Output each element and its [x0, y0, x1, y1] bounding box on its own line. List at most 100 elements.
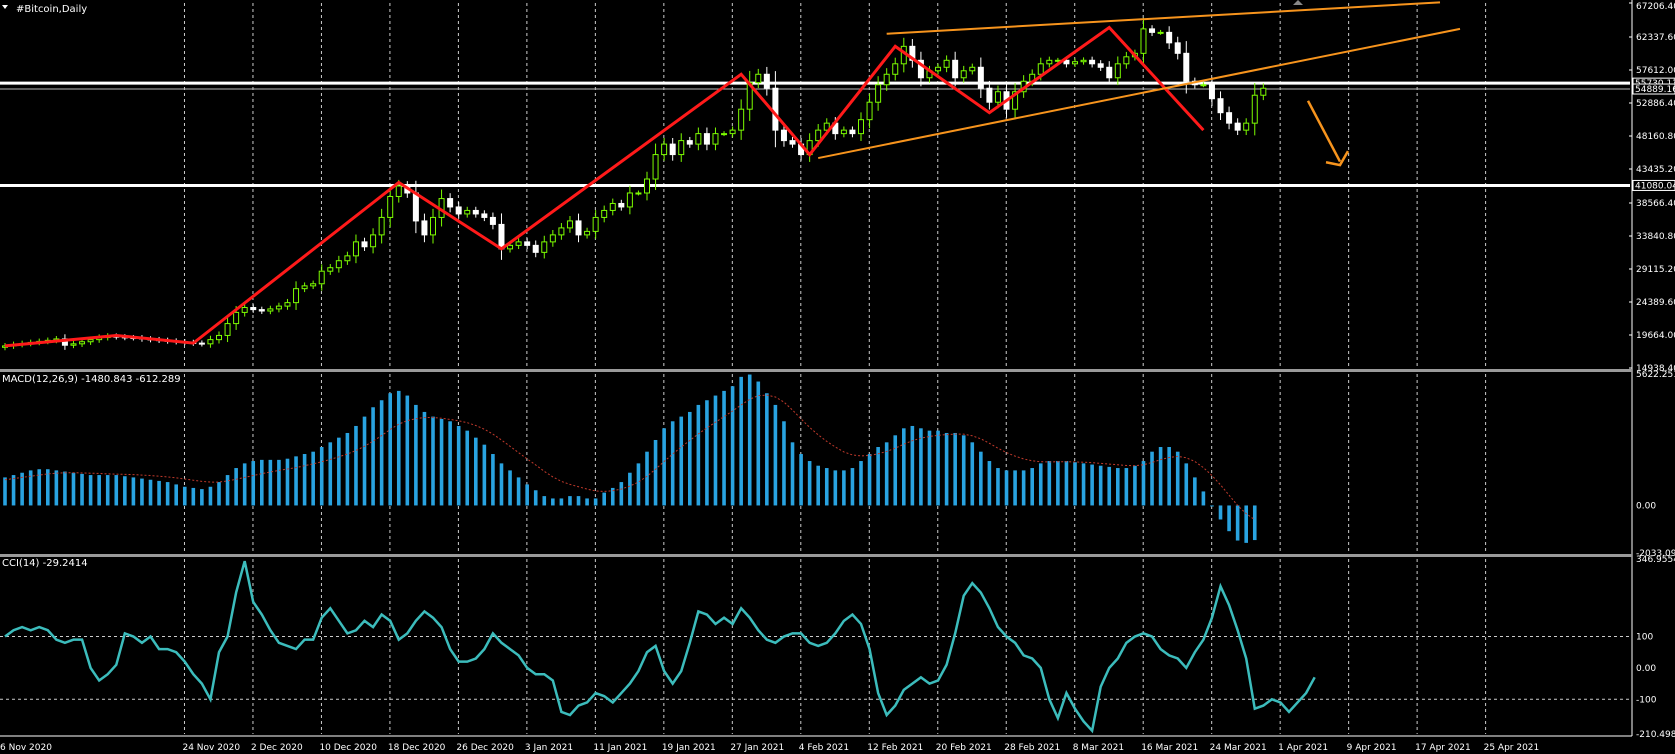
macd-histogram-bar	[114, 475, 119, 506]
macd-histogram-bar	[516, 477, 521, 506]
candle-body	[712, 133, 719, 145]
x-tick-label: 9 Apr 2021	[1347, 743, 1397, 753]
price-label: 54889.16	[1635, 85, 1675, 95]
candle-body	[455, 206, 462, 215]
macd-histogram-bar	[251, 461, 256, 506]
candle-body	[1063, 59, 1070, 65]
price-pane[interactable]: #Bitcoin,Daily	[0, 0, 1630, 368]
macd-histogram-bar	[551, 498, 555, 506]
macd-histogram-bar	[157, 480, 161, 506]
candle-body	[892, 63, 899, 75]
macd-histogram-bar	[1175, 451, 1180, 506]
candle-body	[250, 307, 257, 311]
macd-histogram-bar	[405, 395, 410, 506]
macd-histogram-bar	[465, 430, 470, 506]
candle-body	[387, 195, 394, 218]
candle-body	[652, 154, 659, 180]
x-tick-label: 27 Jan 2021	[730, 743, 784, 753]
macd-histogram-bar	[722, 390, 726, 506]
candle-body	[378, 216, 385, 236]
x-axis: 6 Nov 2020 24 Nov 2020 2 Dec 2020 10 Dec 20…	[0, 743, 1539, 753]
macd-pane[interactable]: MACD(12,26,9) -1480.843 -612.289	[2, 374, 1487, 553]
price-levels	[0, 81, 1630, 187]
macd-histogram-bar	[1133, 465, 1137, 506]
macd-histogram-bar	[1158, 447, 1163, 506]
macd-histogram-bar	[225, 475, 230, 506]
macd-histogram-bar	[439, 418, 444, 506]
macd-histogram-bar	[1107, 466, 1112, 506]
candle-body	[233, 311, 240, 325]
candle-body	[763, 73, 770, 89]
macd-histogram-bar	[628, 472, 632, 506]
macd-histogram-bar	[123, 476, 127, 506]
candle-body	[969, 66, 976, 72]
macd-histogram-bar	[696, 404, 701, 506]
pane-separator[interactable]	[0, 369, 1632, 372]
macd-histogram-bar	[970, 442, 975, 506]
x-tick-label: 17 Apr 2021	[1415, 743, 1471, 753]
candle-body	[335, 260, 342, 269]
candle-body	[472, 209, 479, 215]
candle-body	[601, 209, 608, 218]
macd-histogram-bar	[97, 475, 101, 506]
macd-histogram-bar	[850, 468, 855, 506]
macd-histogram-bar	[294, 456, 298, 506]
price-y-tick-label: 62337.60	[1636, 33, 1675, 43]
macd-y-tick-label: -2033.09	[1636, 549, 1675, 559]
candle-body	[1243, 122, 1250, 131]
macd-histogram-bar	[46, 469, 50, 506]
macd-histogram-bar	[1004, 470, 1009, 506]
candle-body	[447, 198, 454, 208]
macd-histogram-bar	[610, 487, 615, 506]
pane-separator[interactable]	[0, 554, 1632, 557]
candle-body	[772, 87, 779, 131]
candle-body	[421, 220, 428, 236]
macd-histogram-bar	[140, 478, 144, 506]
candle-body	[258, 309, 265, 312]
macd-histogram-bar	[63, 471, 67, 506]
candle-body	[1080, 59, 1087, 63]
macd-histogram-bar	[653, 439, 658, 506]
macd-histogram-bar	[893, 435, 898, 506]
candle-body	[1046, 59, 1053, 65]
x-tick-label: 2 Dec 2020	[251, 743, 303, 753]
candle-body	[575, 220, 582, 236]
macd-histogram-bar	[508, 470, 512, 506]
macd-histogram-bar	[71, 472, 76, 506]
candle-body	[352, 241, 359, 257]
macd-histogram-bar	[996, 468, 1000, 506]
macd-histogram-bar	[482, 444, 487, 506]
forecast-arrow-head	[1325, 150, 1350, 167]
candle-body	[755, 73, 762, 84]
macd-histogram-bar	[1073, 462, 1077, 506]
macd-histogram-bar	[80, 473, 84, 506]
cci-y-tick-label: 346.9554	[1636, 555, 1675, 565]
price-label-box	[1632, 83, 1675, 95]
macd-histogram-bar	[619, 482, 624, 506]
macd-histogram-bar	[636, 463, 641, 506]
macd-histogram-bar	[1210, 505, 1214, 507]
macd-histogram-bar	[234, 468, 238, 506]
macd-histogram-bar	[688, 411, 692, 506]
macd-histogram-bar	[910, 425, 915, 506]
macd-histogram-bar	[807, 461, 812, 506]
macd-histogram-bar	[422, 411, 427, 506]
macd-histogram-bar	[105, 475, 110, 506]
price-y-tick-label: 19664.00	[1636, 331, 1675, 341]
macd-histogram-bar	[927, 430, 932, 506]
candle-body	[507, 244, 514, 250]
candle-body	[293, 288, 300, 304]
macd-histogram-bar	[790, 442, 795, 506]
cci-pane[interactable]: CCI(14) -29.2414	[0, 558, 1630, 734]
candle-body	[875, 84, 882, 103]
macd-histogram-bar	[456, 425, 461, 506]
chevron-down-icon[interactable]	[2, 5, 8, 9]
candle-body	[1140, 28, 1147, 54]
candle-body	[1166, 31, 1173, 44]
x-tick-label: 6 Nov 2020	[0, 743, 52, 753]
candle-body	[635, 192, 642, 195]
x-tick-label: 1 Apr 2021	[1278, 743, 1328, 753]
candle-body	[661, 143, 668, 156]
candle-body	[498, 223, 505, 250]
